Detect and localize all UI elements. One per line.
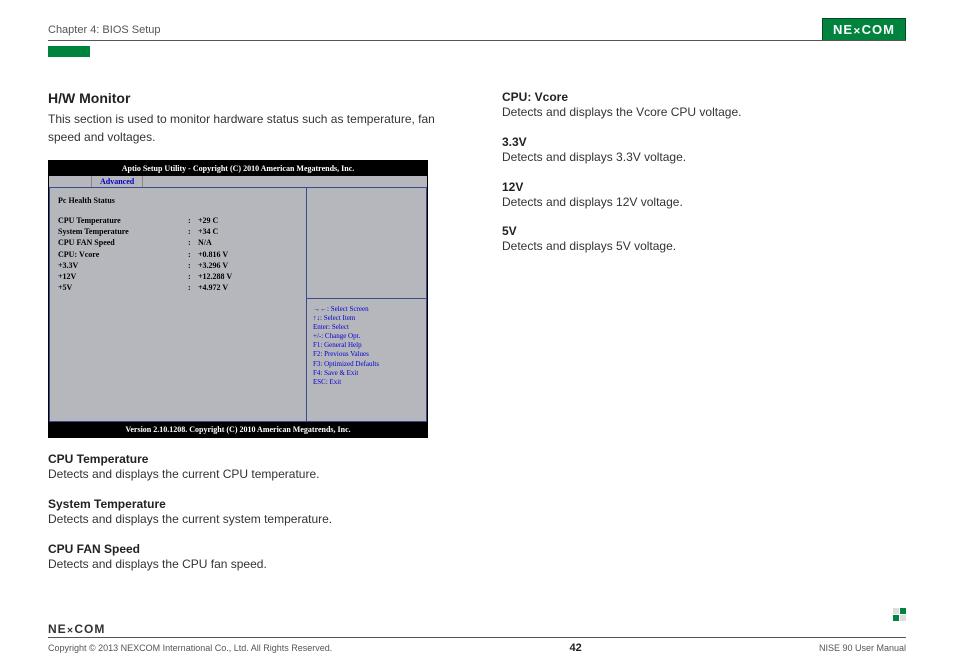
content-area: H/W Monitor This section is used to moni…	[48, 90, 906, 586]
page-footer: NE✕COM Copyright © 2013 NEXCOM Internati…	[48, 622, 906, 654]
item-title: CPU Temperature	[48, 452, 452, 466]
footer-row: Copyright © 2013 NEXCOM International Co…	[48, 642, 906, 654]
bios-help-line: F4: Save & Exit	[313, 369, 420, 378]
bios-row: System Temperature:+34 C	[58, 226, 298, 237]
bios-row: CPU FAN Speed:N/A	[58, 237, 298, 248]
bios-help-line: →←: Select Screen	[313, 305, 420, 314]
item-block: 3.3V Detects and displays 3.3V voltage.	[502, 135, 906, 166]
bios-help-line: ESC: Exit	[313, 378, 420, 387]
item-desc: Detects and displays 3.3V voltage.	[502, 149, 906, 166]
item-title: 3.3V	[502, 135, 906, 149]
tab-marker	[48, 46, 90, 57]
bios-left-panel: Pc Health Status CPU Temperature:+29 C S…	[49, 187, 307, 422]
bios-tab-row: Advanced	[49, 176, 427, 187]
header-rule	[48, 40, 906, 41]
bios-status-title: Pc Health Status	[58, 196, 298, 205]
item-title: System Temperature	[48, 497, 452, 511]
item-block: CPU: Vcore Detects and displays the Vcor…	[502, 90, 906, 121]
footer-manual: NISE 90 User Manual	[819, 643, 906, 653]
footer-squares-icon	[893, 608, 906, 621]
bios-right-panel: →←: Select Screen ↑↓: Select Item Enter:…	[307, 187, 427, 422]
item-desc: Detects and displays 5V voltage.	[502, 238, 906, 255]
item-block: System Temperature Detects and displays …	[48, 497, 452, 528]
item-title: 12V	[502, 180, 906, 194]
bios-help-line: F3: Optimized Defaults	[313, 360, 420, 369]
bios-help-panel: →←: Select Screen ↑↓: Select Item Enter:…	[307, 299, 427, 422]
item-desc: Detects and displays the current CPU tem…	[48, 466, 452, 483]
bios-right-top	[307, 187, 427, 299]
item-title: CPU: Vcore	[502, 90, 906, 104]
item-block: 5V Detects and displays 5V voltage.	[502, 224, 906, 255]
bios-row: CPU: Vcore:+0.816 V	[58, 249, 298, 260]
item-desc: Detects and displays the Vcore CPU volta…	[502, 104, 906, 121]
bios-screenshot: Aptio Setup Utility - Copyright (C) 2010…	[48, 160, 428, 438]
chapter-title: Chapter 4: BIOS Setup	[48, 24, 161, 36]
bios-main: Pc Health Status CPU Temperature:+29 C S…	[49, 187, 427, 422]
bios-row: +12V:+12.288 V	[58, 271, 298, 282]
section-desc: This section is used to monitor hardware…	[48, 110, 452, 146]
bios-help-line: F1: General Help	[313, 341, 420, 350]
section-heading: H/W Monitor	[48, 90, 452, 106]
logo-bottom: NE✕COM	[48, 622, 906, 636]
bios-version-bar: Version 2.10.1208. Copyright (C) 2010 Am…	[49, 422, 427, 437]
footer-copyright: Copyright © 2013 NEXCOM International Co…	[48, 643, 332, 653]
bios-help-line: +/-: Change Opt.	[313, 332, 420, 341]
item-desc: Detects and displays the current system …	[48, 511, 452, 528]
bios-row: +3.3V:+3.296 V	[58, 260, 298, 271]
item-title: CPU FAN Speed	[48, 542, 452, 556]
bios-title-bar: Aptio Setup Utility - Copyright (C) 2010…	[49, 161, 427, 176]
page-header: Chapter 4: BIOS Setup NE✕COM	[48, 18, 906, 41]
item-desc: Detects and displays 12V voltage.	[502, 194, 906, 211]
left-column: H/W Monitor This section is used to moni…	[48, 90, 452, 586]
bios-tab-advanced: Advanced	[91, 176, 143, 187]
bios-rows: CPU Temperature:+29 C System Temperature…	[58, 215, 298, 293]
item-block: 12V Detects and displays 12V voltage.	[502, 180, 906, 211]
bios-row: CPU Temperature:+29 C	[58, 215, 298, 226]
right-column: CPU: Vcore Detects and displays the Vcor…	[502, 90, 906, 586]
page-number: 42	[569, 642, 581, 654]
item-block: CPU FAN Speed Detects and displays the C…	[48, 542, 452, 573]
logo-top: NE✕COM	[822, 18, 906, 41]
bios-row: +5V:+4.972 V	[58, 282, 298, 293]
bios-help-line: ↑↓: Select Item	[313, 314, 420, 323]
footer-rule	[48, 637, 906, 638]
bios-help-line: Enter: Select	[313, 323, 420, 332]
item-desc: Detects and displays the CPU fan speed.	[48, 556, 452, 573]
bios-help-line: F2: Previous Values	[313, 350, 420, 359]
item-block: CPU Temperature Detects and displays the…	[48, 452, 452, 483]
item-title: 5V	[502, 224, 906, 238]
